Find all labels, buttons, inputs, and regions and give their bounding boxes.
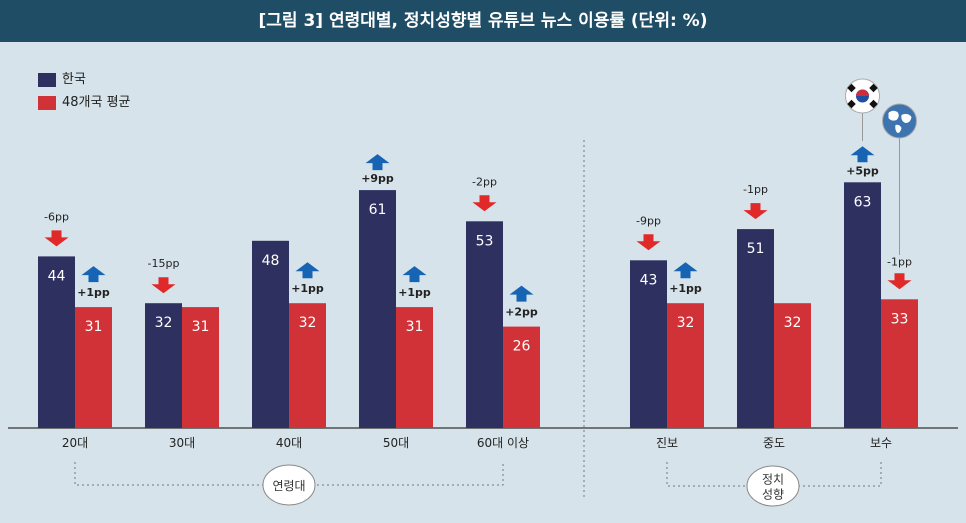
arrow-down-icon-korea-4	[472, 195, 497, 212]
change-label-korea-7: +5pp	[846, 164, 879, 177]
arrow-up-icon-average-2	[295, 262, 320, 279]
change-label-average-4: +2pp	[505, 306, 538, 319]
bar-average-3	[396, 307, 433, 428]
bar-korea-1	[145, 303, 182, 428]
bar-average-2	[289, 303, 326, 428]
bar-korea-0	[38, 256, 75, 428]
value-label-average-0: 31	[85, 319, 103, 335]
value-label-korea-5: 43	[640, 272, 658, 288]
arrow-down-icon-korea-0	[44, 230, 69, 247]
bar-average-6	[774, 303, 811, 428]
tick-label-2: 40대	[276, 436, 302, 450]
arrow-down-icon-average-7	[887, 273, 912, 290]
arrow-down-icon-korea-5	[636, 234, 661, 251]
globe-icon	[882, 103, 917, 139]
value-label-average-7: 33	[891, 311, 909, 327]
arrow-up-icon-korea-7	[850, 146, 875, 163]
bar-korea-7	[844, 182, 881, 428]
value-label-korea-4: 53	[476, 233, 494, 249]
group-label-politics-0: 정치	[762, 473, 784, 487]
arrow-up-icon-average-3	[402, 266, 427, 283]
change-label-korea-6: -1pp	[743, 183, 768, 196]
value-label-korea-0: 44	[48, 268, 66, 284]
value-label-korea-2: 48	[262, 253, 280, 269]
bar-average-7	[881, 299, 918, 428]
value-label-korea-3: 61	[369, 202, 387, 218]
value-label-average-5: 32	[677, 315, 695, 331]
change-label-korea-4: -2pp	[472, 175, 497, 188]
bar-average-5	[667, 303, 704, 428]
legend-label-average: 48개국 평균	[62, 95, 131, 110]
bar-korea-5	[630, 260, 667, 428]
bar-average-4	[503, 326, 540, 428]
globe-land-1	[888, 110, 899, 121]
chart-title: [그림 3] 연령대별, 정치성향별 유튜브 뉴스 이용률 (단위: %)	[258, 11, 708, 31]
group-badge-politics	[746, 465, 800, 507]
change-label-average-2: +1pp	[291, 282, 324, 295]
legend-label-korea: 한국	[62, 72, 86, 87]
bar-korea-2	[252, 240, 289, 428]
globe-land-2	[901, 113, 912, 123]
change-label-korea-5: -9pp	[636, 214, 661, 227]
group-label-politics-1: 성향	[762, 488, 784, 502]
arrow-up-icon-average-4	[509, 285, 534, 302]
group-badge-age	[262, 464, 316, 506]
bar-korea-4	[466, 221, 503, 428]
tick-label-6: 중도	[763, 436, 785, 450]
tick-label-1: 30대	[169, 436, 195, 450]
change-label-average-5: +1pp	[669, 282, 702, 295]
value-label-korea-1: 32	[155, 315, 173, 331]
value-label-average-4: 26	[513, 339, 531, 355]
arrow-up-icon-average-0	[81, 266, 106, 283]
legend-swatch-korea	[38, 73, 56, 87]
value-label-average-3: 31	[406, 319, 424, 335]
arrow-up-icon-average-5	[673, 262, 698, 279]
tick-label-3: 50대	[383, 436, 409, 450]
legend-swatch-average	[38, 96, 56, 110]
change-label-average-7: -1pp	[887, 255, 912, 268]
tick-label-7: 보수	[870, 436, 892, 450]
korea-flag-taegeuk-red	[856, 89, 869, 96]
arrow-down-icon-korea-1	[151, 277, 176, 294]
value-label-korea-6: 51	[747, 241, 765, 257]
value-label-average-2: 32	[299, 315, 317, 331]
tick-label-0: 20대	[62, 436, 88, 450]
change-label-average-0: +1pp	[77, 286, 110, 299]
bar-korea-6	[737, 229, 774, 428]
group-label-age-0: 연령대	[272, 479, 305, 493]
tick-label-4: 60대 이상	[477, 436, 529, 450]
change-label-korea-0: -6pp	[44, 210, 69, 223]
value-label-average-6: 32	[784, 315, 802, 331]
change-label-korea-1: -15pp	[148, 257, 180, 270]
globe-land-3	[895, 124, 902, 133]
change-label-average-3: +1pp	[398, 286, 431, 299]
bar-average-1	[182, 307, 219, 428]
title-bar	[0, 0, 966, 42]
tick-label-5: 진보	[656, 436, 678, 450]
value-label-korea-7: 63	[854, 194, 872, 210]
arrow-down-icon-korea-6	[743, 203, 768, 220]
bar-korea-3	[359, 190, 396, 428]
bar-average-0	[75, 307, 112, 428]
arrow-up-icon-korea-3	[365, 154, 390, 171]
value-label-average-1: 31	[192, 319, 210, 335]
change-label-korea-3: +9pp	[361, 172, 394, 185]
